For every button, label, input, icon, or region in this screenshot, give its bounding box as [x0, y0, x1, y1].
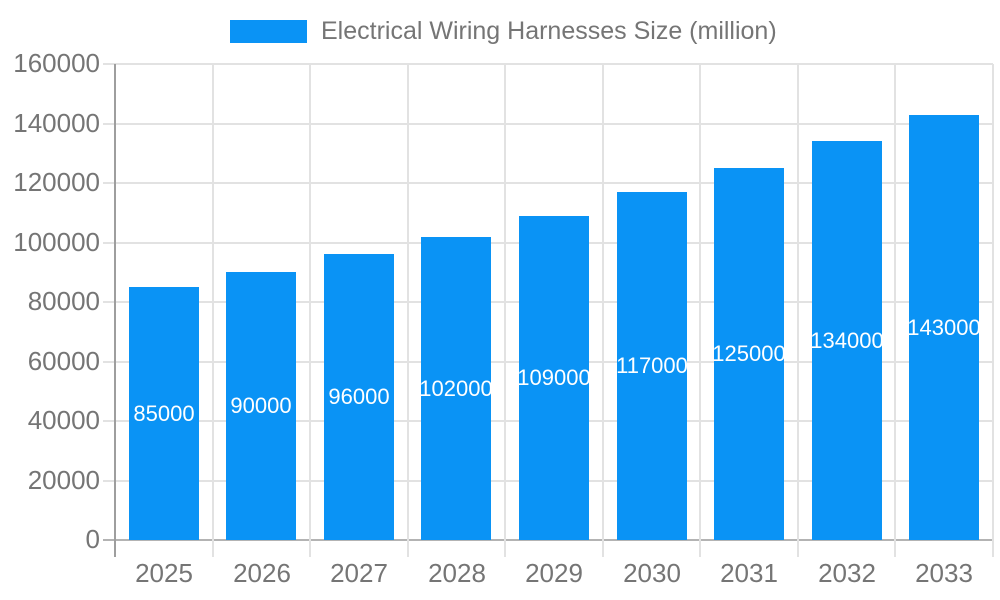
bar-value-label: 134000 [812, 328, 882, 353]
bar-value-label: 102000 [421, 376, 491, 401]
bar-value-label: 90000 [230, 393, 292, 418]
x-grid-line [894, 64, 896, 557]
bar-value-label: 96000 [328, 384, 390, 409]
bar: 117000 [617, 192, 687, 540]
x-axis-baseline [103, 539, 993, 541]
legend-swatch [230, 20, 307, 43]
x-tick-label: 2025 [135, 558, 193, 588]
y-tick-label: 0 [85, 524, 100, 554]
bar: 102000 [421, 237, 491, 540]
x-tick-label: 2031 [720, 558, 778, 588]
y-tick-label: 80000 [27, 286, 100, 316]
bar-value-label: 117000 [617, 353, 687, 378]
bar: 85000 [129, 287, 199, 540]
x-grid-line [407, 64, 409, 557]
bar-value-label: 109000 [519, 365, 589, 390]
y-tick-label: 20000 [27, 465, 100, 495]
bar: 96000 [324, 254, 394, 540]
y-tick-label: 40000 [27, 405, 100, 435]
y-tick-label: 100000 [13, 227, 100, 257]
x-grid-line [309, 64, 311, 557]
x-grid-line [699, 64, 701, 557]
x-tick-label: 2033 [915, 558, 973, 588]
y-tick-label: 160000 [13, 48, 100, 78]
legend: Electrical Wiring Harnesses Size (millio… [230, 17, 777, 46]
y-axis-line [114, 64, 116, 557]
bar: 143000 [909, 115, 979, 540]
x-grid-line [602, 64, 604, 557]
x-tick-label: 2029 [525, 558, 583, 588]
bar-value-label: 125000 [714, 341, 784, 366]
legend-label: Electrical Wiring Harnesses Size (millio… [321, 17, 777, 45]
y-tick-label: 140000 [13, 108, 100, 138]
x-tick-label: 2028 [428, 558, 486, 588]
bar-value-label: 85000 [133, 401, 195, 426]
x-grid-line [992, 64, 994, 557]
bar-value-label: 143000 [909, 315, 979, 340]
y-grid-line [103, 123, 993, 125]
y-grid-line [103, 63, 993, 65]
x-tick-label: 2026 [233, 558, 291, 588]
x-grid-line [797, 64, 799, 557]
bar: 125000 [714, 168, 784, 540]
y-tick-label: 120000 [13, 167, 100, 197]
x-tick-label: 2027 [330, 558, 388, 588]
x-tick-label: 2030 [623, 558, 681, 588]
bar: 109000 [519, 216, 589, 540]
y-grid-line [103, 182, 993, 184]
x-grid-line [212, 64, 214, 557]
x-tick-label: 2032 [818, 558, 876, 588]
bar: 90000 [226, 272, 296, 540]
x-grid-line [504, 64, 506, 557]
y-tick-label: 60000 [27, 346, 100, 376]
bar: 134000 [812, 141, 882, 540]
